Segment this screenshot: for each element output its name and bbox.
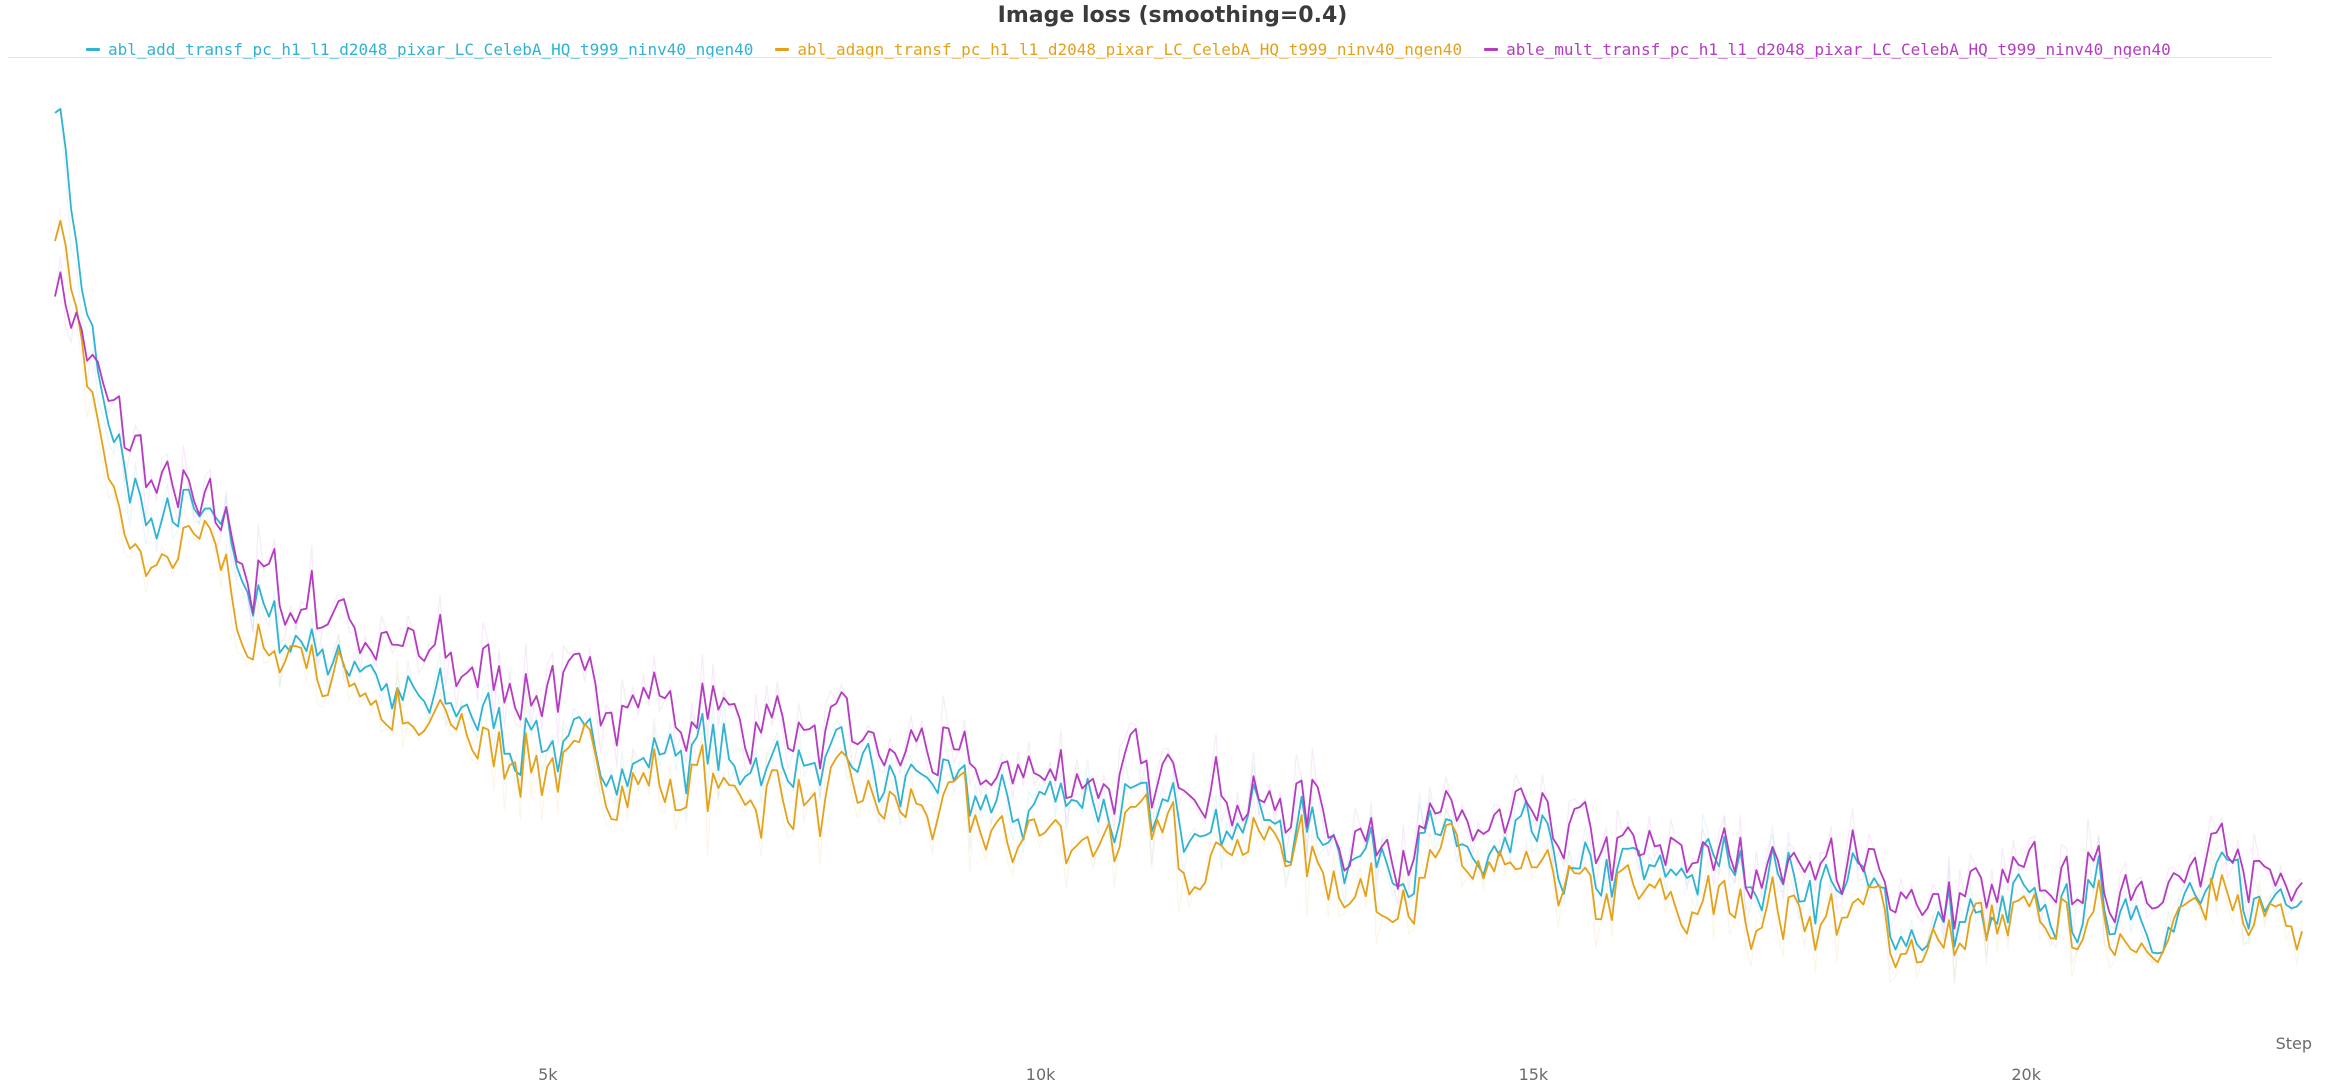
raw-line-add bbox=[54, 104, 2303, 986]
smoothed-series-layer bbox=[54, 108, 2303, 969]
x-tick-label-15k: 15k bbox=[1519, 1065, 1549, 1084]
series-line-adagn[interactable] bbox=[54, 219, 2303, 969]
chart-title: Image loss (smoothing=0.4) bbox=[997, 3, 1348, 28]
x-tick-label-5k: 5k bbox=[538, 1065, 558, 1084]
raw-series-layer bbox=[54, 104, 2303, 986]
x-axis-label: Step bbox=[2276, 1034, 2312, 1053]
x-tick-label-10k: 10k bbox=[1026, 1065, 1056, 1084]
chart-legend: abl_add_transf_pc_h1_l1_d2048_pixar_LC_C… bbox=[86, 36, 2171, 62]
legend-label-adagn: abl_adagn_transf_pc_h1_l1_d2048_pixar_LC… bbox=[797, 39, 1463, 59]
legend-divider bbox=[8, 57, 2272, 58]
legend-swatch-mult bbox=[1484, 47, 1499, 51]
raw-line-adagn bbox=[54, 207, 2303, 984]
x-axis: 5k 10k 15k 20k Step bbox=[538, 1034, 2312, 1084]
legend-swatch-adagn bbox=[775, 47, 790, 51]
legend-label-mult: able_mult_transf_pc_h1_l1_d2048_pixar_LC… bbox=[1506, 39, 2171, 59]
legend-item-adagn[interactable]: abl_adagn_transf_pc_h1_l1_d2048_pixar_LC… bbox=[775, 40, 1462, 59]
series-line-mult[interactable] bbox=[54, 271, 2303, 930]
legend-item-mult[interactable]: able_mult_transf_pc_h1_l1_d2048_pixar_LC… bbox=[1484, 40, 2171, 59]
legend-label-add: abl_add_transf_pc_h1_l1_d2048_pixar_LC_C… bbox=[108, 39, 754, 59]
series-line-add[interactable] bbox=[54, 108, 2303, 955]
x-tick-label-20k: 20k bbox=[2011, 1065, 2041, 1084]
legend-item-add[interactable]: abl_add_transf_pc_h1_l1_d2048_pixar_LC_C… bbox=[86, 40, 753, 59]
raw-line-mult bbox=[54, 256, 2303, 960]
legend-swatch-add bbox=[86, 47, 100, 51]
